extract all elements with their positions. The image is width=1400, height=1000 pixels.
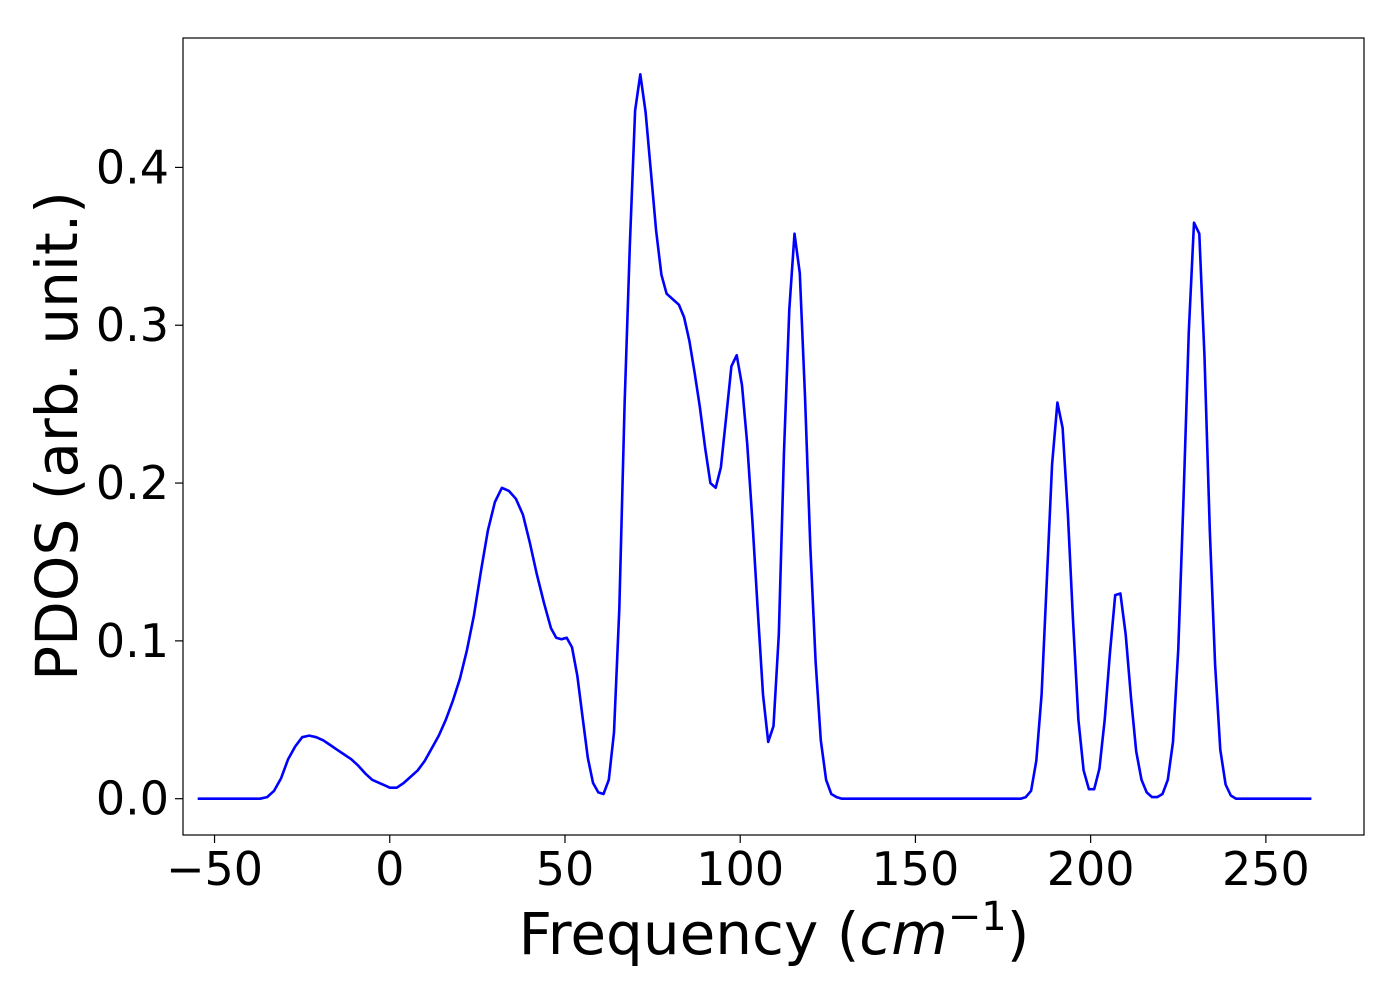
- y-tick-label: 0.3: [96, 298, 169, 352]
- x-tick-label: 0: [375, 842, 404, 896]
- x-tick-label: 50: [536, 842, 595, 896]
- x-tick-label: −50: [166, 842, 263, 896]
- x-tick-label: 250: [1222, 842, 1310, 896]
- y-tick-label: 0.1: [96, 614, 169, 668]
- y-axis-label: PDOS (arb. unit.): [23, 191, 91, 681]
- x-tick-label: 200: [1047, 842, 1135, 896]
- x-axis-label: Frequency (cm−1): [519, 894, 1030, 968]
- y-tick-label: 0.2: [96, 456, 169, 510]
- tick-layer: −50 0 50 100 150 200 250 0.0 0.1 0.2 0.3 0.4: [96, 140, 1310, 896]
- x-tick-label: 150: [872, 842, 960, 896]
- x-tick-label: 100: [696, 842, 784, 896]
- y-tick-label: 0.4: [96, 140, 169, 194]
- y-tick-label: 0.0: [96, 772, 169, 826]
- series-layer: [197, 73, 1312, 800]
- plot-frame: [182, 37, 1365, 836]
- pdos-series-line: [197, 73, 1312, 800]
